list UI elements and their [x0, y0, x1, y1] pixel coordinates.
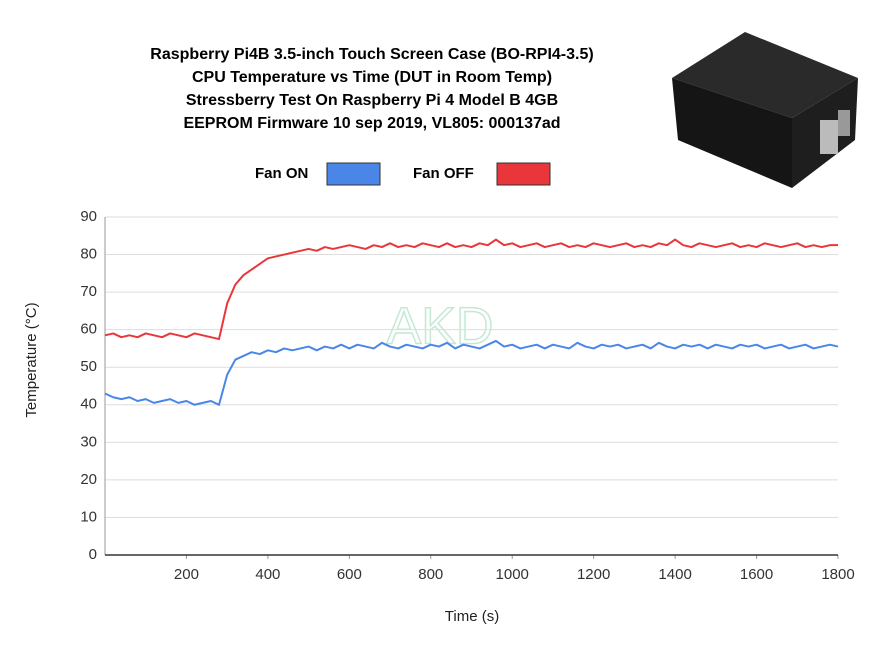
x-tick-label: 400	[255, 566, 280, 583]
y-tick-label: 70	[80, 283, 97, 300]
x-tick-label: 1200	[577, 566, 610, 583]
x-tick-label: 600	[337, 566, 362, 583]
y-tick-label: 0	[89, 546, 97, 563]
legend-swatch	[496, 162, 551, 186]
y-tick-label: 30	[80, 433, 97, 450]
chart-title: EEPROM Firmware 10 sep 2019, VL805: 0001…	[183, 115, 560, 132]
data-line	[104, 238, 838, 341]
chart-title: Raspberry Pi4B 3.5-inch Touch Screen Cas…	[150, 46, 593, 63]
x-tick-label: 1800	[821, 566, 854, 583]
y-tick-label: 40	[80, 396, 97, 413]
legend-label: Fan ON	[255, 165, 308, 182]
x-tick-label: 1600	[740, 566, 773, 583]
y-tick-label: 60	[80, 321, 97, 338]
chart-title: CPU Temperature vs Time (DUT in Room Tem…	[192, 69, 552, 86]
y-axis-label: Temperature (°C)	[23, 302, 40, 417]
x-tick-label: 200	[174, 566, 199, 583]
x-tick-label: 800	[418, 566, 443, 583]
y-tick-label: 20	[80, 471, 97, 488]
product-image	[672, 32, 858, 188]
x-tick-label: 1400	[658, 566, 691, 583]
y-tick-label: 90	[80, 208, 97, 225]
chart-title: Stressberry Test On Raspberry Pi 4 Model…	[186, 92, 558, 109]
y-tick-label: 80	[80, 246, 97, 263]
x-axis-label: Time (s)	[445, 608, 499, 625]
legend-label: Fan OFF	[413, 165, 474, 182]
data-line	[104, 339, 839, 406]
legend-swatch	[326, 162, 381, 186]
y-tick-label: 50	[80, 358, 97, 375]
x-tick-label: 1000	[496, 566, 529, 583]
y-tick-label: 10	[80, 508, 97, 525]
